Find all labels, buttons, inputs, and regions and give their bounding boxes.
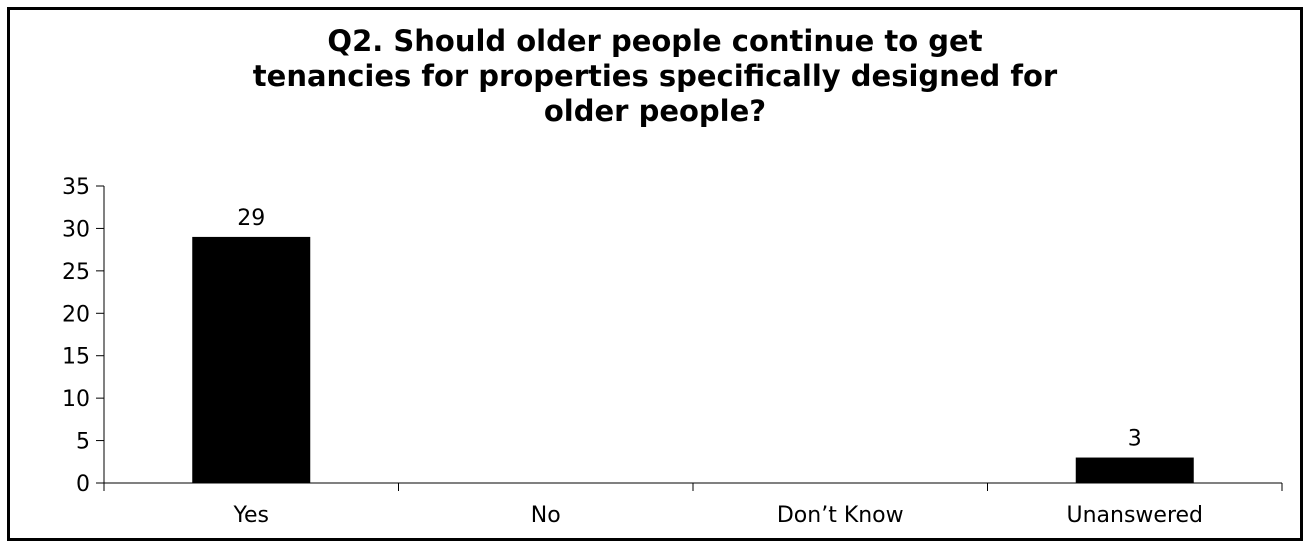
x-axis: Yes No Don’t Know Unanswered	[103, 482, 1283, 528]
y-tick-label: 15	[62, 345, 90, 370]
x-tick-label: Unanswered	[1066, 503, 1203, 528]
y-tick-label: 5	[76, 430, 90, 455]
y-tick-label: 20	[62, 302, 90, 327]
y-axis: 0 5 10 15 20 25 30 35	[62, 175, 105, 497]
chart-title-line-3: older people?	[543, 94, 767, 128]
bar	[1075, 457, 1194, 483]
x-tick-label: Don’t Know	[777, 503, 904, 528]
chart-title: Q2. Should older people continue to get …	[0, 24, 1310, 129]
y-tick-label: 0	[76, 472, 90, 497]
x-tick-label: Yes	[232, 503, 269, 528]
bar	[192, 236, 311, 483]
bar-series	[192, 236, 1194, 483]
chart-title-line-2: tenancies for properties specifically de…	[252, 59, 1058, 93]
chart-title-line-1: Q2. Should older people continue to get	[327, 24, 983, 58]
data-label: 29	[237, 206, 265, 231]
data-label: 3	[1128, 427, 1142, 452]
y-tick-label: 35	[62, 175, 90, 200]
x-tick-label: No	[531, 503, 561, 528]
y-tick-label: 10	[62, 387, 90, 412]
data-labels: 29 3	[237, 206, 1142, 452]
y-tick-label: 25	[62, 260, 90, 285]
y-tick-label: 30	[62, 217, 90, 242]
